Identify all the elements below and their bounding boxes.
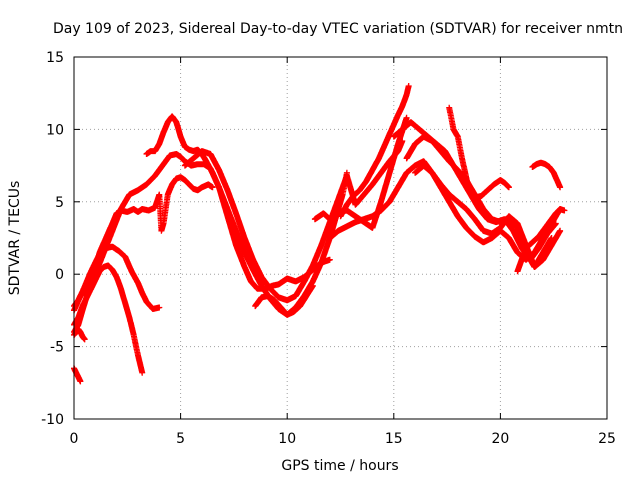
data-point-markers bbox=[252, 282, 316, 318]
x-tick-label: 0 bbox=[70, 431, 79, 447]
chart-title: Day 109 of 2023, Sidereal Day-to-day VTE… bbox=[53, 21, 623, 37]
grid-layer bbox=[74, 57, 607, 419]
series-trace-11 bbox=[337, 83, 412, 220]
x-tick-label: 5 bbox=[176, 431, 185, 447]
data-point-markers bbox=[71, 365, 84, 385]
x-axis-label: GPS time / hours bbox=[281, 458, 398, 474]
series-trace-10 bbox=[311, 114, 410, 231]
x-tick-label: 10 bbox=[278, 431, 296, 447]
data-point-markers bbox=[529, 159, 564, 191]
y-tick-label: -5 bbox=[50, 340, 64, 356]
series-trace-15 bbox=[412, 162, 555, 270]
x-tick-label: 20 bbox=[491, 431, 509, 447]
x-tick-label: 25 bbox=[598, 431, 616, 447]
series-trace-2 bbox=[71, 174, 216, 336]
series-trace-3 bbox=[143, 113, 333, 292]
y-tick-label: -10 bbox=[41, 412, 64, 428]
series-trace-16 bbox=[446, 104, 512, 201]
y-tick-label: 15 bbox=[46, 50, 64, 66]
data-point-markers bbox=[311, 114, 410, 231]
data-point-markers bbox=[71, 174, 216, 336]
y-axis-label: SDTVAR / TECUs bbox=[7, 181, 23, 296]
data-point-markers bbox=[446, 104, 512, 201]
data-point-markers bbox=[412, 162, 555, 270]
data-point-markers bbox=[337, 83, 412, 220]
data-point-markers bbox=[143, 113, 333, 292]
data-point-markers bbox=[514, 206, 568, 275]
y-tick-label: 5 bbox=[55, 195, 64, 211]
series-trace-9 bbox=[252, 282, 316, 318]
series-layer bbox=[71, 83, 568, 385]
y-tick-label: 0 bbox=[55, 267, 64, 283]
plot-frame bbox=[73, 56, 608, 420]
x-tick-label: 15 bbox=[385, 431, 403, 447]
series-trace-17 bbox=[529, 159, 564, 191]
series-trace-18 bbox=[514, 206, 568, 275]
y-tick-label: 10 bbox=[46, 122, 64, 138]
series-trace-1 bbox=[71, 365, 84, 385]
